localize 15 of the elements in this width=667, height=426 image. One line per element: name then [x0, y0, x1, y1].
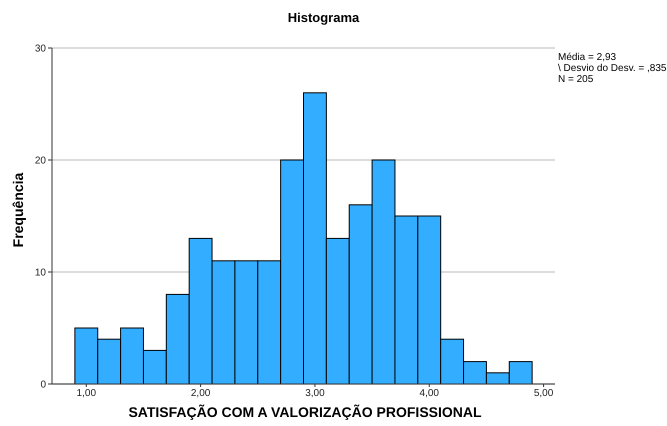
y-tick-label: 0 — [40, 380, 46, 391]
y-tick-label: 10 — [34, 268, 46, 279]
text: \ Desvio do Desv. = ,835 — [558, 63, 666, 74]
x-tick-label: 5,00 — [534, 388, 554, 400]
y-axis-title: Frequência — [10, 172, 26, 248]
x-tick-label: 2,00 — [190, 388, 211, 400]
x-tick-label: 4,00 — [420, 388, 440, 400]
y-tick-label: 20 — [34, 156, 46, 167]
y-tick-label: 30 — [34, 44, 46, 55]
text: N = 205 — [558, 74, 594, 85]
chart-title: Histograma — [286, 9, 360, 25]
text: Média = 2,93 — [558, 52, 618, 63]
x-tick-label: 3,00 — [305, 388, 326, 400]
x-tick-label: 1,00 — [76, 388, 96, 400]
x-axis-title: SATISFAÇÃO COM A VALORIZAÇÃO PROFISSIONAL — [127, 404, 483, 420]
